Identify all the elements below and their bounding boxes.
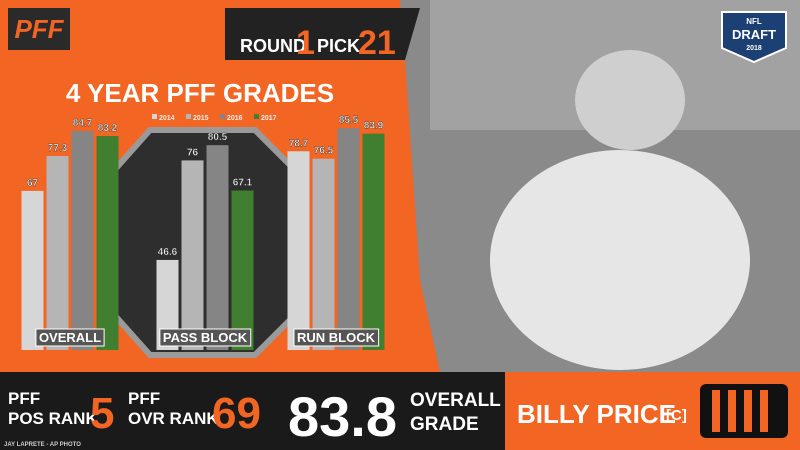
player-name: BILLY PRICE bbox=[517, 399, 676, 429]
overall-grade: 83.8 bbox=[288, 385, 397, 448]
badge-year: 2018 bbox=[746, 45, 762, 52]
category-box bbox=[35, 328, 105, 347]
value-label: 78.7 bbox=[289, 138, 309, 149]
backdrop-logo bbox=[107, 127, 303, 358]
legend-swatch bbox=[254, 114, 259, 119]
value-label: 84.7 bbox=[73, 118, 93, 129]
category-label: OVERALL bbox=[39, 330, 101, 345]
pos-rank: 5 bbox=[90, 389, 114, 438]
round-label: ROUND bbox=[240, 36, 306, 56]
value-label: 80.5 bbox=[208, 132, 228, 143]
category-label: RUN BLOCK bbox=[297, 330, 376, 345]
value-label: 67.1 bbox=[233, 178, 253, 189]
legend-swatch bbox=[220, 114, 225, 119]
grade-label-bottom: GRADE bbox=[410, 414, 479, 435]
bar bbox=[46, 155, 69, 350]
value-label: 85.5 bbox=[339, 115, 359, 126]
bar bbox=[231, 190, 254, 350]
bar bbox=[181, 160, 204, 350]
pick-box bbox=[225, 8, 420, 60]
category-box bbox=[159, 328, 252, 347]
logo: PFF bbox=[14, 14, 64, 44]
ovr-rank: 69 bbox=[212, 389, 261, 438]
chart-title: 4 YEAR PFF GRADES bbox=[66, 78, 334, 108]
photo-credit: JAY LAPRETE - AP PHOTO bbox=[4, 442, 81, 448]
bar bbox=[96, 136, 119, 350]
value-label: 76 bbox=[187, 147, 199, 158]
pick: 21 bbox=[358, 24, 396, 62]
ovr-rank-label-top: PFF bbox=[128, 389, 160, 408]
draft-badge bbox=[721, 11, 787, 64]
pos-rank-label-bottom: POS RANK bbox=[8, 409, 98, 428]
value-label: 46.6 bbox=[158, 247, 178, 258]
bar bbox=[206, 145, 229, 350]
pick-label: PICK bbox=[317, 36, 360, 56]
legend-label: 2015 bbox=[193, 115, 209, 122]
value-label: 83.2 bbox=[98, 123, 118, 134]
photo-player-body bbox=[490, 150, 750, 370]
value-label: 67 bbox=[27, 178, 39, 189]
bar bbox=[362, 133, 385, 350]
round: 1 bbox=[296, 24, 315, 62]
badge-event: DRAFT bbox=[732, 27, 776, 42]
pos-rank-label-top: PFF bbox=[8, 389, 40, 408]
bar bbox=[312, 158, 335, 350]
legend-label: 2017 bbox=[261, 115, 277, 122]
bar bbox=[156, 259, 179, 350]
ovr-rank-label-bottom: OVR RANK bbox=[128, 409, 219, 428]
bar bbox=[71, 130, 94, 350]
badge-league: NFL bbox=[746, 17, 762, 26]
player-position: [C] bbox=[666, 407, 687, 424]
grade-label-top: OVERALL bbox=[410, 390, 501, 411]
category-box bbox=[293, 328, 380, 347]
chart: 2014 2015 2016 2017 67 77.3 84.7 83.2 OVERALL 46.… bbox=[21, 114, 385, 350]
value-label: 76.5 bbox=[314, 146, 334, 157]
value-label: 77.3 bbox=[48, 143, 68, 154]
value-label: 83.9 bbox=[364, 121, 384, 132]
bar bbox=[287, 151, 310, 350]
category-label: PASS BLOCK bbox=[163, 330, 248, 345]
photo-player-helmet bbox=[575, 50, 685, 150]
legend-swatch bbox=[152, 114, 157, 119]
legend-label: 2014 bbox=[159, 115, 175, 122]
logo-box bbox=[8, 8, 70, 50]
bar bbox=[21, 190, 44, 350]
legend-label: 2016 bbox=[227, 115, 243, 122]
bar bbox=[337, 128, 360, 350]
legend-swatch bbox=[186, 114, 191, 119]
team-logo bbox=[700, 384, 788, 438]
